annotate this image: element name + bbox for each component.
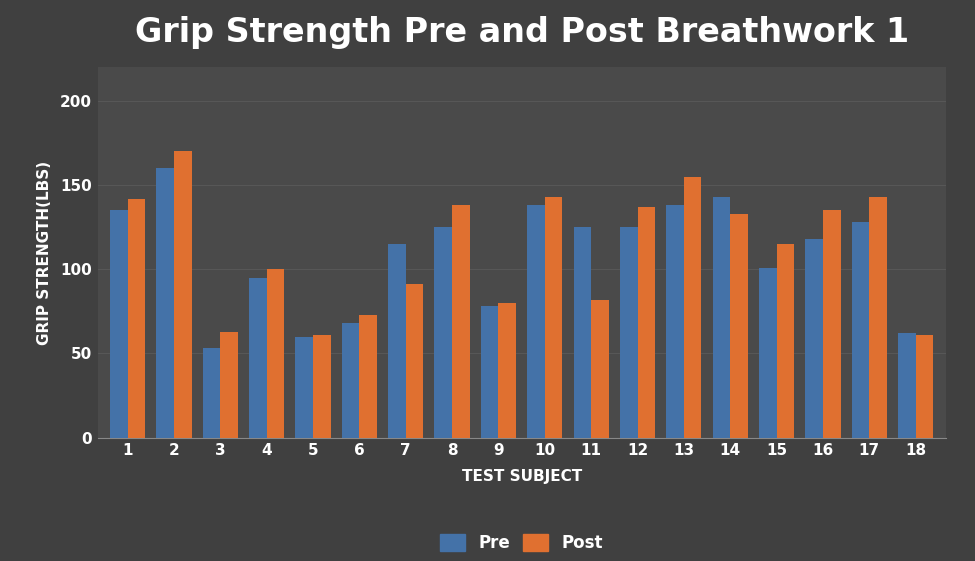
Bar: [545, 197, 563, 438]
Title: Grip Strength Pre and Post Breathwork 1: Grip Strength Pre and Post Breathwork 1: [135, 16, 909, 49]
Bar: [360, 315, 377, 438]
Bar: [110, 210, 128, 438]
Bar: [203, 348, 220, 438]
Y-axis label: GRIP STRENGTH(LBS): GRIP STRENGTH(LBS): [37, 160, 52, 344]
Bar: [591, 300, 608, 438]
Bar: [527, 205, 545, 438]
Bar: [573, 227, 591, 438]
Bar: [220, 332, 238, 438]
Bar: [916, 335, 933, 438]
Bar: [156, 168, 174, 438]
Bar: [620, 227, 638, 438]
Bar: [683, 177, 701, 438]
Bar: [406, 284, 423, 438]
Bar: [638, 207, 655, 438]
Bar: [805, 239, 823, 438]
Bar: [851, 222, 870, 438]
Bar: [342, 323, 360, 438]
Bar: [776, 244, 795, 438]
Bar: [498, 303, 516, 438]
Bar: [823, 210, 840, 438]
Bar: [174, 151, 192, 438]
Bar: [267, 269, 285, 438]
Bar: [435, 227, 452, 438]
Bar: [870, 197, 887, 438]
Bar: [295, 337, 313, 438]
Bar: [481, 306, 498, 438]
Bar: [388, 244, 406, 438]
X-axis label: TEST SUBJECT: TEST SUBJECT: [461, 469, 582, 484]
Bar: [759, 268, 776, 438]
Bar: [313, 335, 331, 438]
Bar: [452, 205, 470, 438]
Bar: [128, 199, 145, 438]
Bar: [713, 197, 730, 438]
Bar: [249, 278, 267, 438]
Legend: Pre, Post: Pre, Post: [433, 527, 610, 559]
Bar: [898, 333, 916, 438]
Bar: [666, 205, 683, 438]
Bar: [730, 214, 748, 438]
